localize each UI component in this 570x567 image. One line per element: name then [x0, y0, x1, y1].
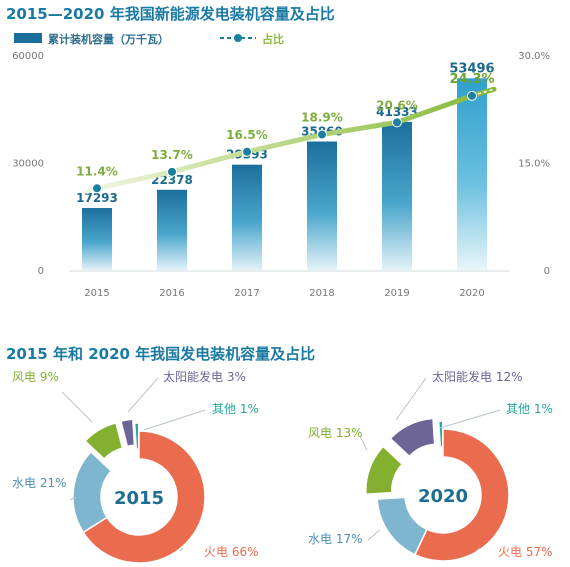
share-line [84, 86, 497, 194]
leader-line [143, 409, 206, 431]
donut-slice [84, 422, 124, 460]
bar [157, 189, 187, 270]
leader-line [69, 496, 77, 501]
x-tick-label: 2016 [159, 288, 184, 299]
leader-line [61, 391, 93, 423]
legend-line-dot [234, 34, 242, 42]
line-point [317, 129, 327, 140]
donut-hole [105, 463, 173, 531]
donut-charts: 2015 火电 66% 水电 21% 风电 9% 太阳能发电 3% 其他 1% 2020 火电… [12, 369, 553, 564]
bar-value-label: 53496 [449, 61, 494, 76]
line-point [392, 117, 402, 128]
line-value-label: 18.9% [301, 111, 343, 125]
legend-line-label: 占比 [262, 32, 284, 46]
y-left-tick: 0 [38, 266, 44, 277]
slice-label: 太阳能发电 12% [432, 369, 523, 384]
slice-label: 太阳能发电 3% [163, 369, 246, 384]
donut-center-label: 2015 [114, 488, 164, 509]
leader-line [127, 377, 159, 413]
leader-line [367, 529, 381, 541]
y-right-tick: 15.0% [518, 159, 550, 170]
line-arrow-dash [477, 88, 495, 95]
bar [382, 121, 412, 271]
legend-bar-swatch [14, 33, 42, 43]
leader-line [359, 435, 368, 451]
x-tick-label: 2015 [84, 288, 109, 299]
bar [457, 78, 487, 270]
donut-center-label: 2020 [418, 486, 468, 507]
y-right-tick: 30.0% [518, 51, 550, 62]
bottom-chart-title: 2015 年和 2020 年我国发电装机容量及占比 [6, 345, 315, 363]
top-legend: 累计装机容量（万千瓦） 占比 [14, 32, 284, 46]
slice-label: 其他 1% [506, 402, 553, 416]
slice-label: 风电 9% [12, 370, 59, 384]
donut-slice [437, 420, 444, 448]
donut-slice [389, 417, 436, 458]
line-value-label: 16.5% [226, 128, 268, 142]
slice-label: 水电 17% [308, 532, 363, 546]
line-value-label: 24.3% [449, 72, 494, 87]
slice-label: 火电 57% [498, 545, 553, 559]
bar-value-label: 17293 [76, 191, 118, 205]
slice-label: 火电 66% [204, 545, 259, 559]
slice-label: 风电 13% [308, 426, 363, 440]
line-point [467, 90, 477, 101]
legend-bar-label: 累计装机容量（万千瓦） [48, 32, 169, 46]
x-tick-label: 2018 [309, 288, 334, 299]
line-point [167, 166, 177, 177]
line-point [242, 146, 252, 157]
donut-slice [376, 496, 428, 556]
donut-2015: 2015 火电 66% 水电 21% 风电 9% 太阳能发电 3% 其他 1% [12, 369, 259, 564]
slice-label: 其他 1% [212, 402, 259, 416]
y-right-tick: 0 [544, 266, 550, 277]
line-point [92, 183, 102, 194]
donut-slice [72, 450, 113, 534]
donut-slice [119, 418, 136, 448]
top-chart-title: 2015—2020 年我国新能源发电装机容量及占比 [6, 5, 335, 23]
bar [307, 141, 337, 270]
bar-value-label: 41333 [376, 105, 418, 119]
leader-line [475, 547, 481, 552]
line-value-label: 13.7% [151, 148, 193, 162]
line-value-label: 11.4% [76, 164, 118, 178]
y-left-tick: 60000 [12, 51, 44, 62]
leader-line [395, 377, 427, 421]
combo-chart: 03000060000015.0%30.0%172932015223782016… [12, 51, 550, 299]
donut-hole [409, 461, 477, 529]
donut-2020: 2020 火电 57% 水电 17% 风电 13% 太阳能发电 12% 其他 1% [308, 369, 553, 562]
slice-label: 水电 21% [12, 476, 67, 490]
bar [232, 164, 262, 270]
donut-slice [133, 422, 140, 450]
x-tick-label: 2020 [459, 288, 484, 299]
x-tick-label: 2017 [234, 288, 259, 299]
y-left-tick: 30000 [12, 159, 44, 170]
donut-slice [413, 428, 510, 562]
leader-line [179, 547, 184, 552]
donut-slice [365, 445, 404, 496]
leader-line [439, 409, 501, 429]
x-tick-label: 2019 [384, 288, 409, 299]
line-value-label: 20.6% [376, 98, 418, 112]
bar [82, 208, 112, 270]
donut-slice [82, 430, 206, 564]
